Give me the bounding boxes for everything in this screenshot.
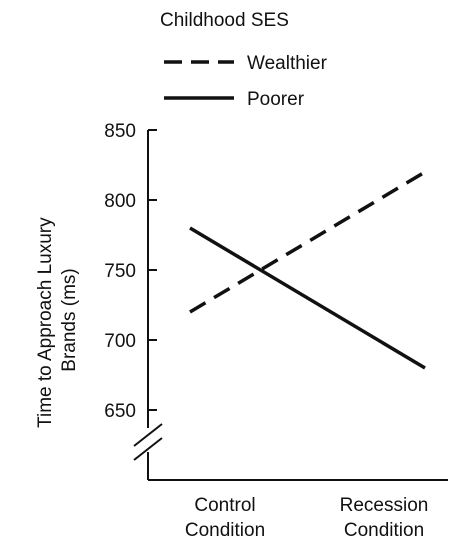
legend-label-wealthier: Wealthier — [247, 53, 328, 74]
axis-break-marks — [133, 423, 163, 461]
y-axis-title-line-2: Brands (ms) — [59, 268, 80, 371]
x-tick-label-1: Control Condition — [185, 495, 265, 541]
legend: Childhood SES Wealthier Poorer — [160, 10, 328, 110]
y-tick-label-700: 700 — [104, 331, 136, 352]
y-tick-label-850: 850 — [104, 121, 136, 142]
series-line-wealthier — [189, 170, 426, 314]
x-tick-label-2-line-2: Condition — [344, 520, 424, 541]
x-tick-label-2-line-1: Recession — [340, 495, 429, 516]
y-tick-label-800: 800 — [104, 191, 136, 212]
y-tick-label-750: 750 — [104, 261, 136, 282]
x-tick-label-2: Recession Condition — [340, 495, 429, 541]
legend-label-poorer: Poorer — [247, 89, 305, 110]
x-axis: Control Condition Recession Condition — [148, 479, 448, 541]
x-tick-label-1-line-2: Condition — [185, 520, 265, 541]
y-axis: 650 700 750 800 850 Time to Approach Luxury … — [35, 121, 163, 480]
series-line-poorer — [189, 226, 426, 370]
x-tick-label-1-line-1: Control — [194, 495, 255, 516]
legend-title: Childhood SES — [160, 10, 289, 31]
y-axis-title: Time to Approach Luxury Brands (ms) — [35, 212, 80, 428]
y-axis-title-line-1: Time to Approach Luxury — [35, 217, 56, 428]
y-tick-label-650: 650 — [104, 401, 136, 422]
series-lines — [189, 170, 426, 370]
